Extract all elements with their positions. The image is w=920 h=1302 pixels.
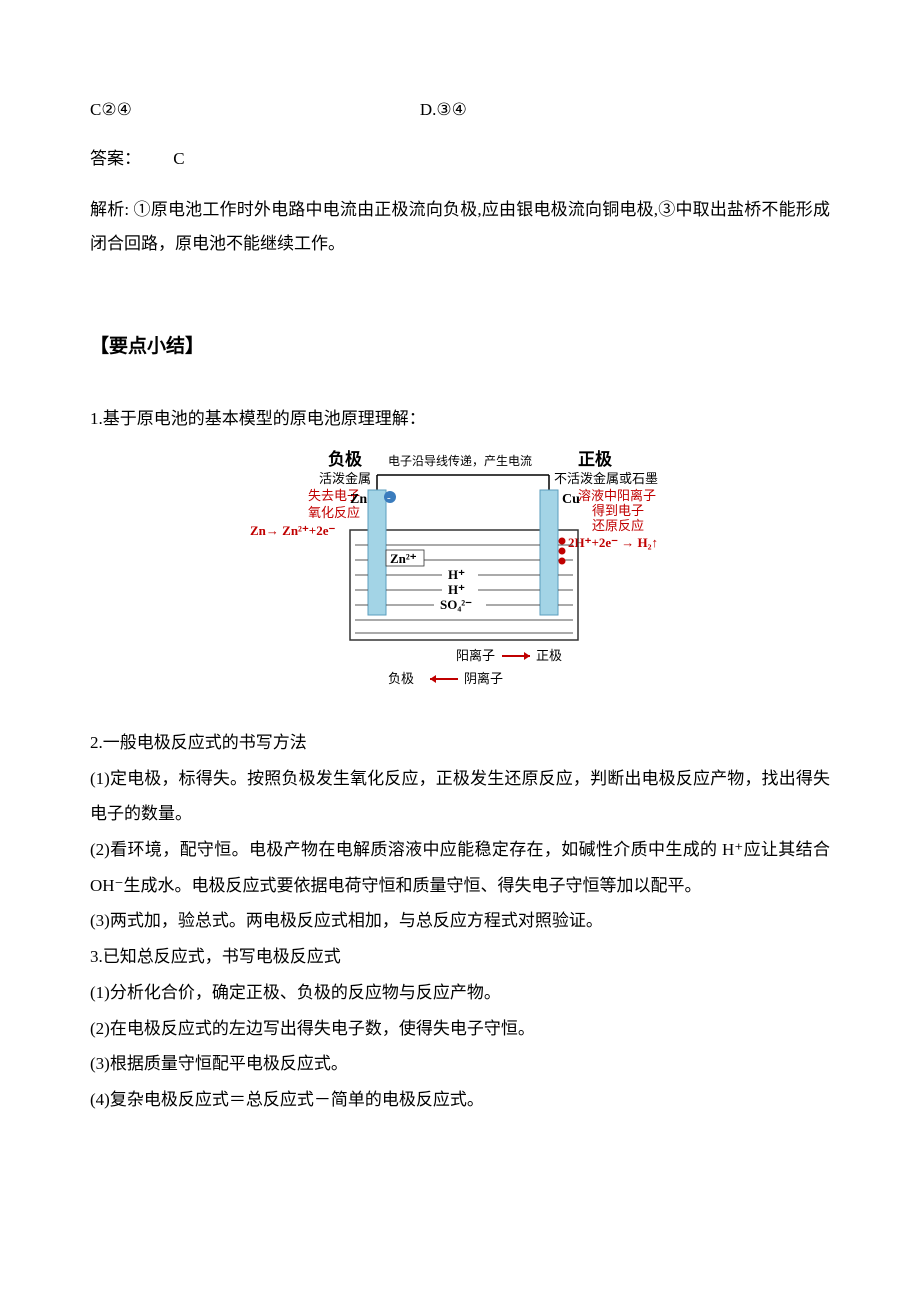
- point2-item: (1)定电极，标得失。按照负极发生氧化反应，正极发生还原反应，判断出电极反应产物…: [90, 761, 830, 832]
- pos-title: 正极: [578, 450, 612, 469]
- option-c: C②④: [90, 100, 132, 120]
- neg-eq: Zn→ Zn²⁺+2e⁻: [250, 523, 335, 538]
- pos-sub1: 不活泼金属或石墨: [554, 471, 658, 486]
- svg-text:-: -: [387, 492, 391, 504]
- explanation: 解析: ①原电池工作时外电路中电流由正极流向负极,应由银电极流向铜电极,③中取出…: [90, 193, 830, 261]
- zn-label: Zn: [350, 492, 367, 507]
- neg-sub1: 活泼金属: [319, 471, 371, 486]
- section-heading: 【要点小结】: [90, 331, 830, 358]
- cation-flow: 阳离子: [456, 648, 495, 663]
- cu-label: Cu: [562, 492, 580, 507]
- pos-eq: 2H⁺+2e⁻ → H₂↑: [568, 535, 658, 550]
- pos-sub3: 得到电子: [592, 503, 644, 518]
- option-d: D.③④: [420, 100, 467, 120]
- pos-dot-icon: [559, 538, 566, 545]
- point2-heading: 2.一般电极反应式的书写方法: [90, 725, 830, 761]
- anion-flow-target: 负极: [388, 671, 414, 686]
- point3-heading: 3.已知总反应式，书写电极反应式: [90, 939, 830, 975]
- pos-sub4: 还原反应: [592, 518, 644, 533]
- h-label-2: H⁺: [448, 582, 465, 597]
- point3-item: (2)在电极反应式的左边写出得失电子数，使得失电子守恒。: [90, 1011, 830, 1047]
- answer-line: 答案： C: [90, 144, 830, 169]
- answer-label: 答案：: [90, 149, 141, 168]
- cation-flow-target: 正极: [536, 648, 562, 663]
- point3-item: (3)根据质量守恒配平电极反应式。: [90, 1046, 830, 1082]
- anion-flow: 阴离子: [464, 671, 503, 686]
- so4-label: SO₄²⁻: [440, 597, 472, 612]
- cu-electrode: [540, 490, 558, 615]
- point3-item: (4)复杂电极反应式＝总反应式－简单的电极反应式。: [90, 1082, 830, 1118]
- neg-title: 负极: [328, 449, 362, 469]
- options-row: C②④ D.③④: [90, 100, 830, 120]
- point3-item: (1)分析化合价，确定正极、负极的反应物与反应产物。: [90, 975, 830, 1011]
- zn2-label: Zn²⁺: [390, 551, 417, 566]
- battery-diagram: 负极 正极 电子沿导线传递，产生电流 活泼金属 失去电子 氧化反应 Zn→ Zn…: [90, 445, 830, 705]
- pos-dot-icon: [559, 558, 566, 565]
- zn-electrode: [368, 490, 386, 615]
- pos-sub2: 溶液中阳离子: [578, 488, 656, 503]
- answer-value: C: [173, 149, 184, 168]
- wire-label: 电子沿导线传递，产生电流: [388, 453, 532, 468]
- h-label-1: H⁺: [448, 567, 465, 582]
- neg-sub3: 氧化反应: [308, 505, 360, 520]
- point2-item: (2)看环境，配守恒。电极产物在电解质溶液中应能稳定存在，如碱性介质中生成的 H…: [90, 832, 830, 903]
- pos-dot-icon: [559, 548, 566, 555]
- point2-item: (3)两式加，验总式。两电极反应式相加，与总反应方程式对照验证。: [90, 903, 830, 939]
- point1-heading: 1.基于原电池的基本模型的原电池原理理解：: [90, 404, 830, 429]
